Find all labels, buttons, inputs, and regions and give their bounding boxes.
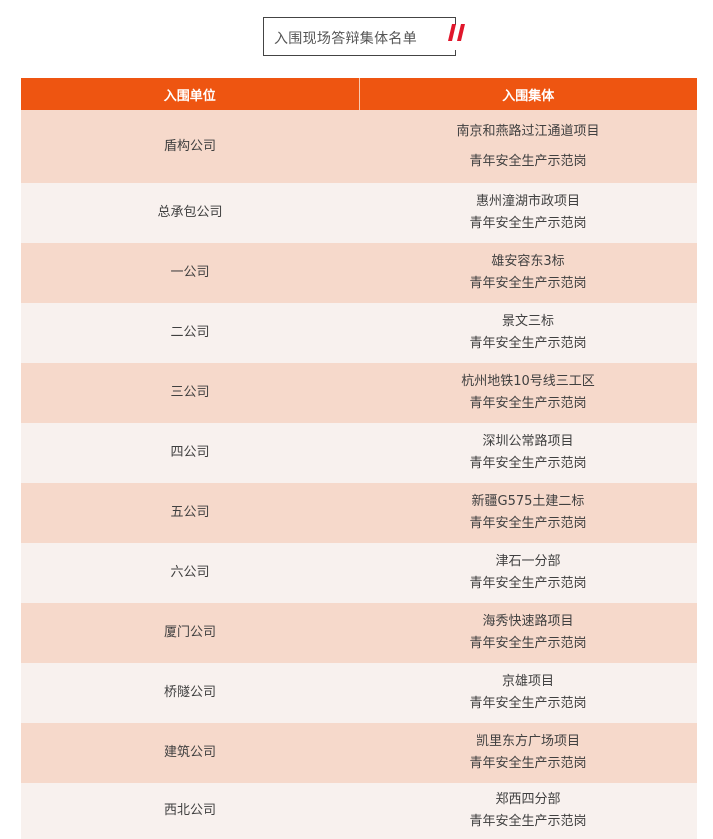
group-name: 青年安全生产示范岗	[469, 216, 587, 231]
unit-cell: 总承包公司	[21, 183, 359, 243]
unit-cell: 盾构公司	[21, 110, 359, 183]
project-name: 南京和燕路过江通道项目	[456, 123, 600, 139]
group-cell: 津石一分部青年安全生产示范岗	[359, 543, 697, 603]
table-row: 三公司 杭州地铁10号线三工区 青年安全生产示范岗	[21, 363, 697, 423]
project-name: 杭州地铁10号线三工区	[461, 374, 595, 389]
unit-cell: 三公司	[21, 363, 359, 423]
unit-cell: 五公司	[21, 483, 359, 543]
unit-cell: 一公司	[21, 243, 359, 303]
table-row: 六公司 津石一分部青年安全生产示范岗	[21, 543, 697, 603]
title-box: 入围现场答辩集体名单	[263, 17, 456, 56]
project-name: 雄安容东3标	[491, 254, 565, 269]
project-name: 凯里东方广场项目	[475, 734, 580, 749]
table-row: 四公司 深圳公常路项目 青年安全生产示范岗	[21, 423, 697, 483]
group-cell: 京雄项目青年安全生产示范岗	[359, 663, 697, 723]
group-name: 青年安全生产示范岗	[469, 756, 587, 771]
unit-cell: 二公司	[21, 303, 359, 363]
unit-cell: 建筑公司	[21, 723, 359, 783]
unit-cell: 六公司	[21, 543, 359, 603]
project-name: 惠州潼湖市政项目	[475, 194, 580, 209]
group-cell: 南京和燕路过江通道项目 青年安全生产示范岗	[359, 110, 697, 183]
table-row: 二公司 景文三标青年安全生产示范岗	[21, 303, 697, 363]
header-unit: 入围单位	[21, 78, 360, 110]
group-cell: 新疆G575土建二标 青年安全生产示范岗	[359, 483, 697, 543]
finalist-table: 入围单位 入围集体 盾构公司 南京和燕路过江通道项目 青年安全生产示范岗 总承包公司…	[21, 78, 697, 839]
table-row: 西北公司 郑西四分部青年安全生产示范岗	[21, 783, 697, 839]
table-row: 一公司 雄安容东3标青年安全生产示范岗	[21, 243, 697, 303]
quote-mark-icon	[448, 24, 465, 41]
group-cell: 深圳公常路项目 青年安全生产示范岗	[359, 423, 697, 483]
group-cell: 凯里东方广场项目 青年安全生产示范岗	[359, 723, 697, 783]
table-row: 总承包公司 惠州潼湖市政项目 青年安全生产示范岗	[21, 183, 697, 243]
group-cell: 雄安容东3标青年安全生产示范岗	[359, 243, 697, 303]
group-cell: 海秀快速路项目 青年安全生产示范岗	[359, 603, 697, 663]
group-name: 青年安全生产示范岗	[469, 396, 587, 411]
project-name: 新疆G575土建二标	[471, 494, 585, 509]
group-name: 青年安全生产示范岗	[469, 696, 587, 711]
group-cell: 惠州潼湖市政项目 青年安全生产示范岗	[359, 183, 697, 243]
project-name: 京雄项目	[501, 674, 554, 689]
project-name: 景文三标	[501, 314, 554, 329]
unit-cell: 西北公司	[21, 783, 359, 839]
table-row: 盾构公司 南京和燕路过江通道项目 青年安全生产示范岗	[21, 110, 697, 183]
group-cell: 景文三标青年安全生产示范岗	[359, 303, 697, 363]
table-row: 建筑公司 凯里东方广场项目 青年安全生产示范岗	[21, 723, 697, 783]
page-title: 入围现场答辩集体名单	[274, 31, 417, 47]
group-name: 青年安全生产示范岗	[469, 576, 587, 591]
group-cell: 杭州地铁10号线三工区 青年安全生产示范岗	[359, 363, 697, 423]
table-row: 厦门公司 海秀快速路项目 青年安全生产示范岗	[21, 603, 697, 663]
group-name: 青年安全生产示范岗	[469, 456, 587, 471]
unit-cell: 四公司	[21, 423, 359, 483]
project-name: 深圳公常路项目	[482, 434, 574, 449]
group-name: 青年安全生产示范岗	[469, 814, 587, 829]
project-name: 海秀快速路项目	[482, 614, 574, 629]
group-cell: 郑西四分部青年安全生产示范岗	[359, 783, 697, 839]
table-row: 五公司 新疆G575土建二标 青年安全生产示范岗	[21, 483, 697, 543]
group-name: 青年安全生产示范岗	[469, 153, 587, 169]
table-row: 桥隧公司 京雄项目青年安全生产示范岗	[21, 663, 697, 723]
project-name: 津石一分部	[495, 554, 561, 569]
table-header-row: 入围单位 入围集体	[21, 78, 697, 110]
project-name: 郑西四分部	[495, 792, 561, 807]
group-name: 青年安全生产示范岗	[469, 336, 587, 351]
unit-cell: 厦门公司	[21, 603, 359, 663]
unit-cell: 桥隧公司	[21, 663, 359, 723]
group-name: 青年安全生产示范岗	[469, 636, 587, 651]
header-group: 入围集体	[359, 78, 697, 110]
group-name: 青年安全生产示范岗	[469, 516, 587, 531]
group-name: 青年安全生产示范岗	[469, 276, 587, 291]
